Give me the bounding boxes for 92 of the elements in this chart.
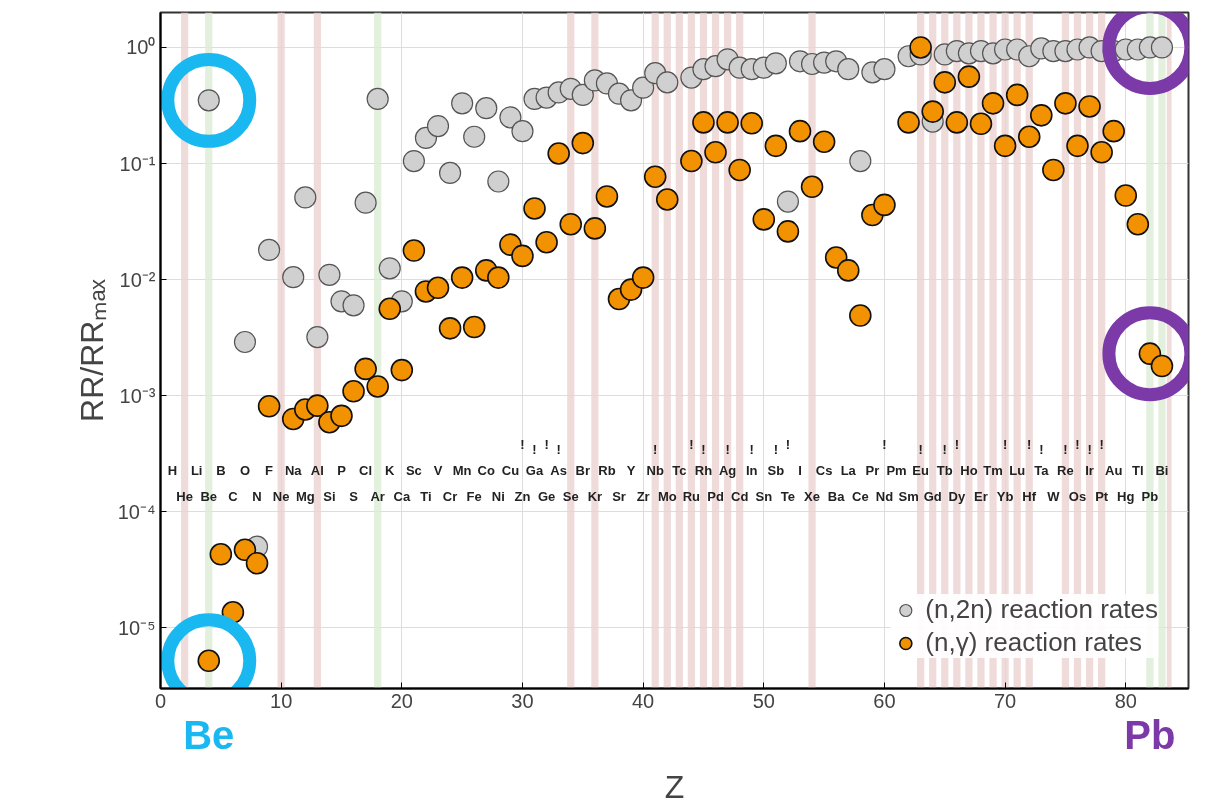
annotation: Pm [886,462,907,478]
annotation: ! Ta [1034,442,1050,478]
annotation: Pb [1141,488,1159,504]
annotation: V [433,462,443,478]
y-axis-title: RR/RRₘₐₓ [73,278,110,422]
annotation: C [228,488,239,504]
band-label: Be [183,713,235,757]
annotation: ! As [550,442,567,478]
annotation: B [216,462,226,478]
x-tick-label: 30 [511,689,534,712]
band-label: Pb [1124,713,1176,757]
annotation: ! In [745,442,758,478]
annotation: Tc [672,462,687,478]
annotation: ! Ag [718,442,737,478]
annotation: Ce [852,488,869,504]
y-tick-label: 10⁻⁵ [117,616,156,639]
annotation: Li [190,462,203,478]
y-tick-label: 10⁻⁴ [117,500,156,523]
y-tick-label: 10⁰ [126,36,156,59]
annotation: Al [310,462,324,478]
annotation: K [385,462,396,478]
annotation: Ar [370,488,385,504]
annotation: ! Rh [694,442,713,478]
legend-label: (n,γ) reaction rates [925,627,1143,658]
annotation: Tl [1132,462,1144,478]
y-tick-label: 10⁻¹ [119,152,156,175]
x-tick-label: 80 [1114,689,1137,712]
annotation: Gd [923,488,942,504]
annotation: Xe [804,488,821,504]
annotation: W [1047,488,1061,504]
x-tick-label: 60 [873,689,896,712]
annotation: Hg [1117,488,1135,504]
annotation: ! Ir [1085,442,1094,478]
annotation: ! Sb [767,442,785,478]
annotation: F [265,462,274,478]
annotation: Pd [707,488,724,504]
annotation: Co [477,462,495,478]
x-axis-title: Z [664,768,685,805]
annotation: Mo [657,488,677,504]
legend-label: (n,2n) reaction rates [925,594,1158,625]
annotation: Mg [295,488,315,504]
annotation: P [337,462,347,478]
annotation: Zr [636,488,650,504]
annotation: ! Nb [646,442,664,478]
annotation: Fe [466,488,482,504]
annotation: H [167,462,178,478]
annotation: Pr [865,462,880,478]
y-tick-label: 10⁻² [119,268,156,291]
annotation: Be [200,488,218,504]
x-tick-label: 50 [752,689,775,712]
annotation: Sr [612,488,626,504]
annotation: ! Tb [936,442,953,478]
annotation: Bi [1155,462,1169,478]
x-tick-label: 0 [154,689,167,712]
x-tick-label: 70 [993,689,1017,712]
annotation: Ca [393,488,411,504]
annotation: ! Re [1057,442,1074,478]
annotation: Sn [755,488,773,504]
y-tick-label: 10⁻³ [119,384,156,407]
annotation: Y [626,462,636,478]
annotation: Cr [442,488,458,504]
annotation: I [798,462,802,478]
annotation: Cu [501,462,520,478]
annotation: S [349,488,359,504]
annotation: Na [284,462,303,478]
annotation: Br [575,462,591,478]
annotation: ! Ga [525,442,544,478]
annotation: Sc [405,462,422,478]
annotation: He [176,488,193,504]
annotation: Sm [898,488,919,504]
annotation: Kr [587,488,603,504]
annotation: ! Eu [912,442,930,478]
annotation: Tm [983,462,1003,478]
annotation: Ti [420,488,432,504]
annotation: Cd [730,488,749,504]
annotation: Se [562,488,579,504]
annotation: Cs [815,462,833,478]
x-tick-label: 40 [632,689,655,712]
annotation: Mn [452,462,472,478]
annotation: Er [974,488,988,504]
annotation: N [252,488,262,504]
annotation: Ho [960,462,978,478]
annotation: Rb [598,462,616,478]
x-tick-label: 10 [270,689,293,712]
annotation: O [239,462,251,478]
x-tick-label: 20 [390,689,413,712]
annotation: Cl [359,462,373,478]
annotation: La [840,462,857,478]
annotation: Ni [491,488,505,504]
annotation: Ne [272,488,290,504]
annotation: Si [323,488,336,504]
annotation: Ba [827,488,846,504]
